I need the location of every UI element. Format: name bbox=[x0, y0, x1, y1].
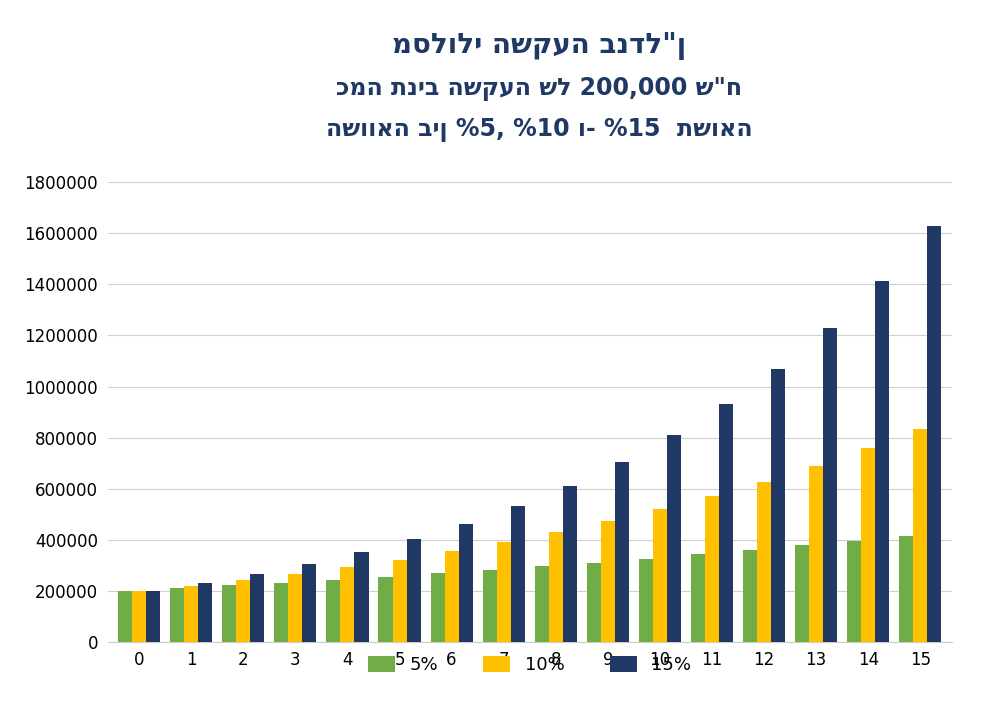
Bar bbox=[900, 535, 913, 642]
Bar bbox=[587, 563, 600, 642]
Bar bbox=[535, 566, 548, 642]
Bar bbox=[236, 580, 250, 642]
Bar bbox=[483, 570, 496, 642]
Bar bbox=[327, 580, 340, 642]
Bar bbox=[431, 573, 444, 642]
Bar bbox=[275, 583, 288, 642]
Bar bbox=[823, 328, 837, 642]
Bar bbox=[913, 429, 927, 642]
Bar bbox=[459, 523, 473, 642]
Bar bbox=[927, 227, 942, 642]
Bar bbox=[302, 564, 317, 642]
Bar bbox=[743, 550, 757, 642]
Bar bbox=[354, 553, 369, 642]
Bar bbox=[146, 590, 160, 642]
Bar bbox=[757, 481, 771, 642]
Bar bbox=[861, 448, 875, 642]
Bar bbox=[771, 369, 785, 642]
Text: מסלולי השקעה בנדל"ן: מסלולי השקעה בנדל"ן bbox=[392, 32, 687, 61]
Bar bbox=[667, 435, 681, 642]
Bar bbox=[511, 506, 525, 642]
Bar bbox=[392, 560, 406, 642]
Bar bbox=[615, 462, 629, 642]
Bar bbox=[848, 540, 861, 642]
Bar bbox=[340, 567, 354, 642]
Bar bbox=[563, 486, 577, 642]
Bar bbox=[406, 539, 421, 642]
Bar bbox=[600, 521, 615, 642]
Bar bbox=[875, 281, 890, 642]
Bar bbox=[548, 533, 563, 642]
Text: כמה תניב השקעה של 200,000 ש"ח: כמה תניב השקעה של 200,000 ש"ח bbox=[336, 77, 743, 101]
Bar bbox=[250, 574, 265, 642]
Bar bbox=[132, 590, 146, 642]
Bar bbox=[691, 555, 705, 642]
Bar bbox=[496, 543, 511, 642]
Bar bbox=[719, 404, 733, 642]
Bar bbox=[170, 588, 184, 642]
Text: השוואה בין %5, %10 ו- %15  תשואה: השוואה בין %5, %10 ו- %15 תשואה bbox=[327, 118, 752, 142]
Bar bbox=[223, 585, 236, 642]
Bar bbox=[795, 545, 809, 642]
Bar bbox=[198, 583, 212, 642]
Bar bbox=[653, 509, 667, 642]
Bar bbox=[379, 577, 392, 642]
Bar bbox=[705, 496, 719, 642]
Bar bbox=[809, 466, 823, 642]
Bar bbox=[639, 558, 653, 642]
Legend: 5%, 10%, 15%: 5%, 10%, 15% bbox=[361, 648, 698, 681]
Bar bbox=[118, 590, 132, 642]
Bar bbox=[444, 551, 459, 642]
Bar bbox=[288, 574, 302, 642]
Bar bbox=[184, 585, 198, 642]
